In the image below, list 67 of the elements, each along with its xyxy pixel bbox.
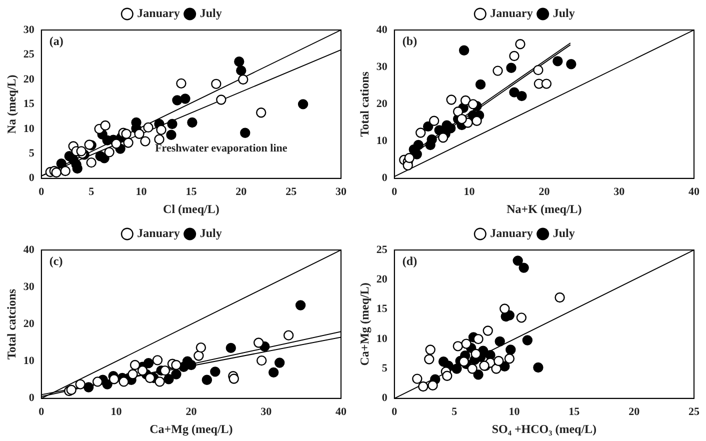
legend-label: July xyxy=(200,6,222,20)
legend-label: July xyxy=(552,226,575,240)
y-tick-label: 5 xyxy=(382,362,388,375)
y-tick-label: 10 xyxy=(23,122,35,135)
y-tick-label: 15 xyxy=(376,303,388,316)
y-tick-label: 0 xyxy=(28,392,35,404)
y-tick-label: 20 xyxy=(23,318,35,330)
x-tick-label: 30 xyxy=(260,406,272,418)
y-tick-label: 40 xyxy=(376,24,388,36)
x-tick-label: 20 xyxy=(538,186,550,198)
x-tick-label: 20 xyxy=(236,186,248,198)
y-tick-label: 0 xyxy=(28,172,35,184)
legend-label: July xyxy=(552,6,575,20)
y-tick-label: 30 xyxy=(376,60,388,73)
x-tick-label: 20 xyxy=(186,406,198,418)
y-tick-label: 30 xyxy=(23,24,35,36)
x-tick-label: 25 xyxy=(688,406,700,418)
y-axis-title: Total cations xyxy=(357,71,372,137)
x-tick-label: 30 xyxy=(336,186,347,198)
y-axis-title: Na (meq/L) xyxy=(4,74,18,134)
y-tick-label: 40 xyxy=(23,244,35,256)
x-tick-label: 10 xyxy=(508,406,520,418)
chart-title: (d) xyxy=(402,254,418,268)
x-axis-title: Ca+Mg (meq/L) xyxy=(150,422,233,436)
y-axis-title: Total catcions xyxy=(4,288,18,360)
x-tick-label: 0 xyxy=(38,406,45,418)
x-axis-title: SO₄ +HCO₃ (meq/L) xyxy=(492,422,597,436)
y-tick-label: 0 xyxy=(382,392,388,404)
legend-label: January xyxy=(490,226,533,240)
chart-title: (a) xyxy=(49,34,64,48)
x-tick-label: 40 xyxy=(336,406,347,418)
x-tick-label: 0 xyxy=(392,186,398,198)
x-tick-label: 25 xyxy=(286,186,298,198)
y-tick-label: 25 xyxy=(23,48,35,61)
x-tick-label: 0 xyxy=(38,186,45,198)
x-tick-label: 10 xyxy=(110,406,122,418)
x-tick-label: 5 xyxy=(452,406,458,418)
y-tick-label: 5 xyxy=(28,148,35,160)
x-tick-label: 5 xyxy=(88,186,95,198)
y-tick-label: 25 xyxy=(376,244,388,256)
y-tick-label: 10 xyxy=(376,135,388,148)
y-axis-title: Ca+Mg (meq/L) xyxy=(357,282,372,366)
legend-label: July xyxy=(200,226,222,240)
x-tick-label: 15 xyxy=(186,186,198,198)
chart-title: (b) xyxy=(402,34,418,48)
x-tick-label: 0 xyxy=(392,406,398,418)
annotation: Freshwater evaporation line xyxy=(155,142,288,155)
x-tick-label: 30 xyxy=(614,186,626,198)
x-tick-label: 15 xyxy=(568,406,580,418)
x-tick-label: 10 xyxy=(136,186,148,198)
y-tick-label: 20 xyxy=(23,73,35,86)
y-tick-label: 15 xyxy=(23,98,35,110)
x-tick-label: 10 xyxy=(464,186,476,198)
x-tick-label: 20 xyxy=(628,406,640,418)
y-tick-label: 0 xyxy=(382,172,388,184)
y-tick-label: 30 xyxy=(23,280,35,293)
x-tick-label: 40 xyxy=(688,186,700,198)
chart-title: (c) xyxy=(49,254,63,268)
y-tick-label: 10 xyxy=(376,332,388,345)
y-tick-label: 20 xyxy=(376,98,388,110)
x-axis-title: Na+K (meq/L) xyxy=(506,202,582,216)
y-tick-label: 10 xyxy=(23,355,35,368)
legend-label: January xyxy=(137,226,180,240)
legend-label: January xyxy=(490,6,533,20)
x-axis-title: Cl (meq/L) xyxy=(163,202,220,216)
y-tick-label: 20 xyxy=(376,274,388,286)
legend-label: January xyxy=(137,6,180,20)
